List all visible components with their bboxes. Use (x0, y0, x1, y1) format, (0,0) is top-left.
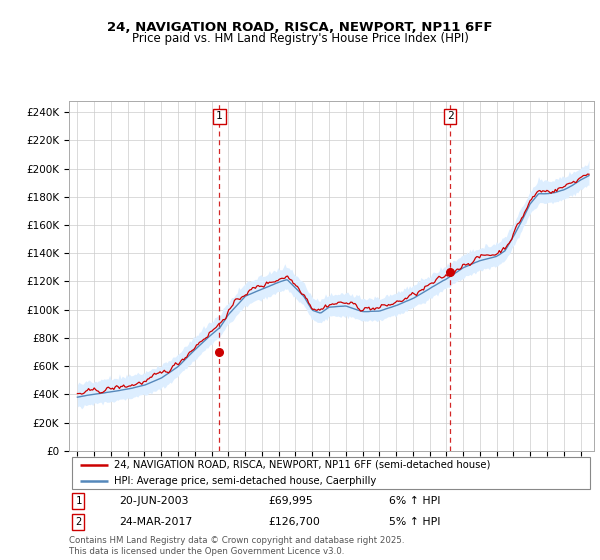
Text: Price paid vs. HM Land Registry's House Price Index (HPI): Price paid vs. HM Land Registry's House … (131, 32, 469, 45)
Text: £126,700: £126,700 (269, 517, 320, 527)
Text: 6% ↑ HPI: 6% ↑ HPI (389, 496, 441, 506)
Text: 24-MAR-2017: 24-MAR-2017 (119, 517, 192, 527)
Text: 24, NAVIGATION ROAD, RISCA, NEWPORT, NP11 6FF: 24, NAVIGATION ROAD, RISCA, NEWPORT, NP1… (107, 21, 493, 34)
Text: £69,995: £69,995 (269, 496, 313, 506)
Text: 1: 1 (76, 496, 82, 506)
Text: 1: 1 (216, 111, 223, 122)
Text: HPI: Average price, semi-detached house, Caerphilly: HPI: Average price, semi-detached house,… (113, 477, 376, 486)
Text: 24, NAVIGATION ROAD, RISCA, NEWPORT, NP11 6FF (semi-detached house): 24, NAVIGATION ROAD, RISCA, NEWPORT, NP1… (113, 460, 490, 470)
FancyBboxPatch shape (71, 456, 590, 489)
Text: 2: 2 (76, 517, 82, 527)
Text: Contains HM Land Registry data © Crown copyright and database right 2025.
This d: Contains HM Land Registry data © Crown c… (69, 536, 404, 556)
Text: 5% ↑ HPI: 5% ↑ HPI (389, 517, 441, 527)
Text: 20-JUN-2003: 20-JUN-2003 (119, 496, 188, 506)
Text: 2: 2 (447, 111, 454, 122)
